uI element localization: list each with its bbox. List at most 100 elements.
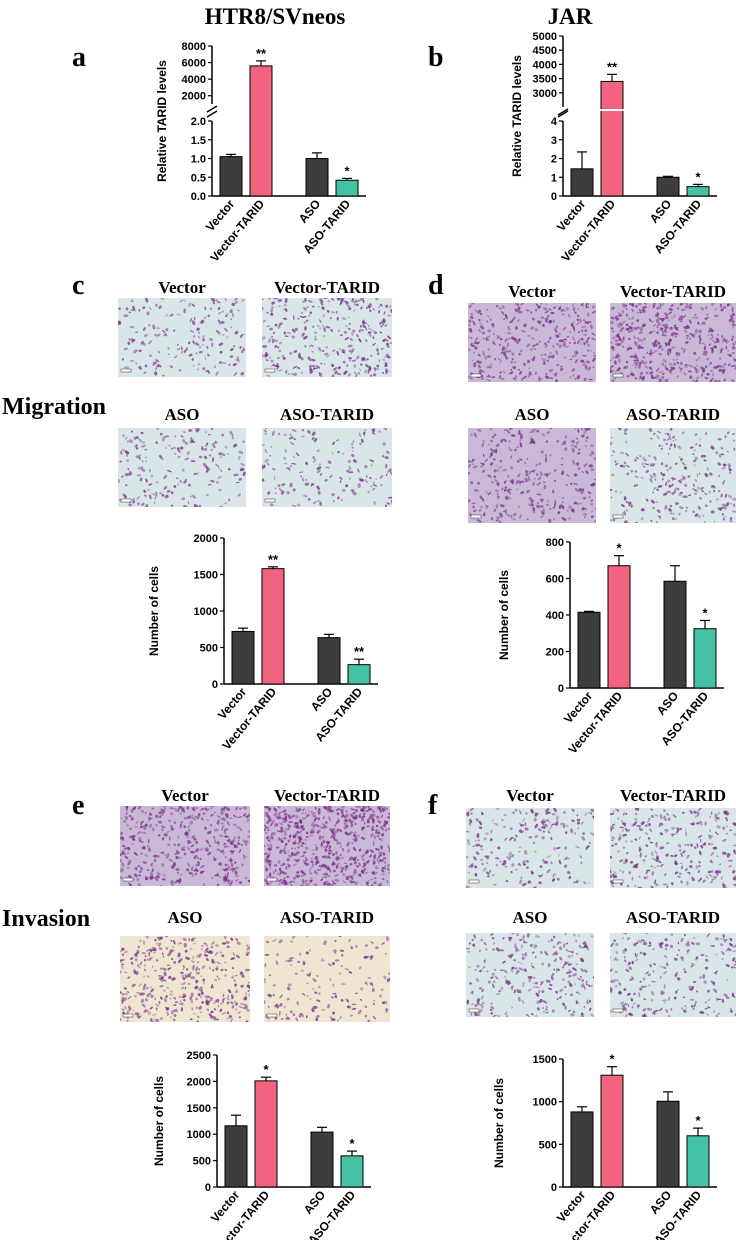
y-tick-label: 1 bbox=[551, 172, 557, 184]
y-tick-label: 6000 bbox=[182, 58, 206, 70]
bar-aso bbox=[305, 158, 329, 197]
y-tick-label: 600 bbox=[546, 574, 564, 586]
significance-aso-tarid: ** bbox=[354, 644, 365, 659]
y-axis-label: Number of cells bbox=[492, 1078, 506, 1168]
y-tick-label: 2000 bbox=[182, 91, 206, 103]
bar-vector bbox=[570, 168, 594, 197]
significance-vector-tarid: * bbox=[263, 1062, 269, 1077]
x-tick-label-aso: ASO bbox=[654, 689, 681, 718]
chart-b: 0 1 2 3 4 3000 3500 4000 4500 5000 Relative TARID … bbox=[510, 31, 717, 264]
column-title-jar: JAR bbox=[547, 4, 593, 29]
significance-vector-tarid: * bbox=[616, 541, 622, 556]
y-tick-label: 0 bbox=[551, 191, 557, 203]
row-label-invasion: Invasion bbox=[2, 906, 91, 932]
micro-label-e-aso: ASO bbox=[167, 908, 203, 927]
micro-label-d-aso-tarid: ASO-TARID bbox=[625, 405, 721, 424]
y-tick-label: 0 bbox=[205, 1182, 211, 1194]
micrograph-d-aso-tarid bbox=[610, 428, 736, 523]
micrograph-e-vector-tarid bbox=[264, 806, 390, 886]
micro-label-c-vector: Vector bbox=[158, 278, 206, 297]
y-tick-label: 500 bbox=[193, 1156, 211, 1168]
y-tick-label: 0.0 bbox=[191, 191, 206, 203]
micro-label-c-aso-tarid: ASO-TARID bbox=[279, 405, 375, 424]
micrograph-c-aso-tarid bbox=[262, 428, 392, 507]
x-tick-label-aso: ASO bbox=[301, 1188, 328, 1217]
micro-label-e-vector: Vector bbox=[161, 786, 209, 805]
bar-vector-tarid bbox=[607, 565, 631, 689]
y-axis-label: Relative TARID levels bbox=[155, 60, 169, 182]
panel-letter-f: f bbox=[428, 790, 438, 821]
bar-vector-tarid bbox=[600, 80, 624, 197]
micrograph-f-vector bbox=[466, 808, 594, 888]
bar-aso bbox=[656, 1100, 680, 1188]
y-tick-label: 2000 bbox=[187, 1076, 211, 1088]
micrograph-c-aso bbox=[118, 428, 246, 507]
x-tick-label-aso: ASO bbox=[647, 1188, 674, 1217]
bar-aso-tarid bbox=[335, 179, 359, 197]
column-title-htr8: HTR8/SVneos bbox=[204, 4, 346, 29]
y-axis-label: Number of cells bbox=[497, 570, 511, 660]
panel-letter-b: b bbox=[428, 42, 444, 73]
micro-label-f-aso-tarid: ASO-TARID bbox=[625, 908, 721, 927]
panel-letter-d: d bbox=[428, 270, 444, 301]
y-tick-label: 200 bbox=[546, 647, 564, 659]
micro-label-c-aso: ASO bbox=[164, 405, 200, 424]
micro-label-f-vector-tarid: Vector-TARID bbox=[619, 786, 727, 805]
y-tick-label: 1500 bbox=[194, 570, 218, 582]
micrograph-e-aso-tarid bbox=[264, 936, 390, 1022]
bar-break-gap bbox=[600, 109, 624, 111]
y-tick-label: 3 bbox=[551, 135, 557, 147]
micrograph-f-aso-tarid bbox=[610, 933, 736, 1017]
y-tick-label: 0 bbox=[212, 679, 218, 691]
bar-vector bbox=[219, 156, 243, 197]
significance-aso-tarid: * bbox=[695, 1113, 701, 1128]
y-tick-label: 2000 bbox=[194, 533, 218, 545]
y-axis-label: Relative TARID levels bbox=[510, 55, 524, 177]
y-tick-label: 0.5 bbox=[191, 172, 206, 184]
micro-label-f-vector: Vector bbox=[506, 786, 554, 805]
significance-vector-tarid: * bbox=[609, 1052, 615, 1067]
y-tick-label: 3500 bbox=[533, 74, 557, 86]
micrograph-c-vector-tarid bbox=[262, 298, 392, 377]
panel-letter-c: c bbox=[72, 270, 85, 301]
bar-aso bbox=[656, 176, 680, 197]
micro-label-f-aso: ASO bbox=[512, 908, 548, 927]
bar-vector bbox=[570, 1111, 594, 1188]
y-tick-label: 500 bbox=[200, 643, 218, 655]
significance-vector-tarid: ** bbox=[256, 46, 267, 61]
y-tick-label: 1.5 bbox=[191, 135, 206, 147]
y-tick-label: 1000 bbox=[194, 606, 218, 618]
micrograph-f-aso bbox=[466, 933, 594, 1017]
chart-a: 0.0 0.5 1.0 1.5 2.0 2000 4000 6000 8000 Relative … bbox=[155, 41, 366, 264]
y-axis-label: Number of cells bbox=[147, 566, 161, 656]
panel-letter-e: e bbox=[72, 790, 85, 821]
y-tick-label: 8000 bbox=[182, 41, 206, 53]
bar-vector-tarid bbox=[254, 1080, 278, 1188]
y-tick-label: 4500 bbox=[533, 45, 557, 57]
micrograph-f-vector-tarid bbox=[610, 808, 736, 888]
y-tick-label: 500 bbox=[539, 1139, 557, 1151]
bar-aso-tarid bbox=[347, 664, 371, 685]
bar-aso bbox=[310, 1131, 334, 1188]
micro-label-e-vector-tarid: Vector-TARID bbox=[273, 786, 381, 805]
micro-label-c-vector-tarid: Vector-TARID bbox=[273, 278, 381, 297]
y-tick-label: 2 bbox=[551, 154, 557, 166]
micrograph-e-vector bbox=[120, 806, 250, 886]
micrograph-d-vector-tarid bbox=[610, 303, 736, 382]
significance-aso-tarid: * bbox=[702, 605, 708, 620]
row-label-migration: Migration bbox=[2, 394, 106, 420]
micrograph-d-aso bbox=[468, 428, 596, 523]
y-tick-label: 1.0 bbox=[191, 154, 206, 166]
x-tick-label-aso: ASO bbox=[296, 197, 323, 226]
y-tick-label: 800 bbox=[546, 537, 564, 549]
micrograph-d-vector bbox=[468, 303, 596, 382]
y-tick-label: 0 bbox=[558, 683, 564, 695]
micrograph-e-aso bbox=[120, 936, 250, 1022]
axis-break-mark bbox=[206, 105, 218, 118]
bar-vector bbox=[577, 611, 601, 689]
bar-aso-tarid bbox=[693, 628, 717, 689]
micro-label-d-aso: ASO bbox=[514, 405, 550, 424]
micro-label-d-vector-tarid: Vector-TARID bbox=[619, 282, 727, 301]
